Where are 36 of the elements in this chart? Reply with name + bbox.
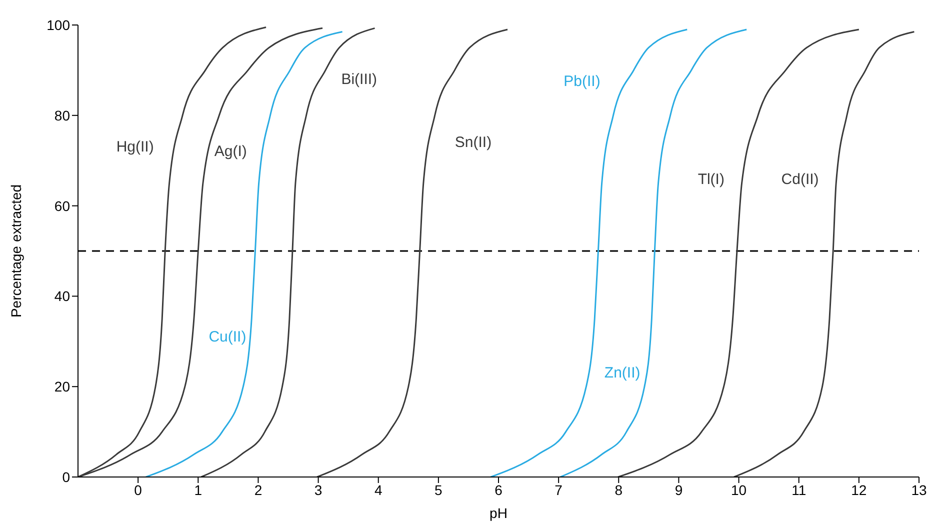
x-tick-label: 8: [614, 482, 623, 498]
x-tick-label: 10: [730, 482, 747, 498]
x-tick-label: 7: [554, 482, 563, 498]
series-label: Zn(II): [604, 364, 640, 382]
series-label: Cu(II): [208, 328, 246, 346]
y-tick-label: 100: [46, 16, 70, 33]
x-tick-label: 3: [314, 482, 322, 498]
x-tick-label: 5: [434, 482, 443, 498]
line-series: [560, 28, 748, 477]
x-tick-label: 6: [494, 482, 503, 498]
x-tick-label: 1: [194, 482, 202, 498]
x-tick-label: 11: [792, 482, 806, 498]
x-tick-label: 9: [674, 482, 683, 498]
x-tick-label: 4: [374, 482, 382, 498]
y-tick-label: 40: [54, 288, 70, 304]
y-tick-label: 20: [54, 378, 70, 395]
y-axis-title: Percentage extracted: [8, 184, 24, 318]
line-series: [316, 28, 508, 477]
y-tick-label: 0: [62, 468, 70, 485]
y-tick-label: 60: [54, 198, 70, 214]
series-label: Sn(II): [454, 134, 492, 152]
x-axis-title: pH: [490, 505, 508, 521]
y-tick-label: 80: [54, 107, 70, 124]
line-series: [490, 28, 688, 477]
x-tick-label: 2: [254, 482, 262, 498]
x-tick-label: 13: [911, 482, 927, 498]
series-label: Pb(II): [564, 73, 600, 90]
line-series: [200, 27, 376, 477]
line-series: [733, 31, 915, 477]
series-label: Cd(II): [781, 171, 819, 188]
series-label: Tl(I): [698, 171, 724, 188]
x-tick-label: 0: [134, 482, 142, 498]
series-label: Hg(II): [116, 138, 154, 156]
series-label: Bi(III): [341, 70, 378, 88]
series-label: Ag(I): [214, 143, 247, 160]
x-tick-label: 12: [851, 482, 867, 498]
